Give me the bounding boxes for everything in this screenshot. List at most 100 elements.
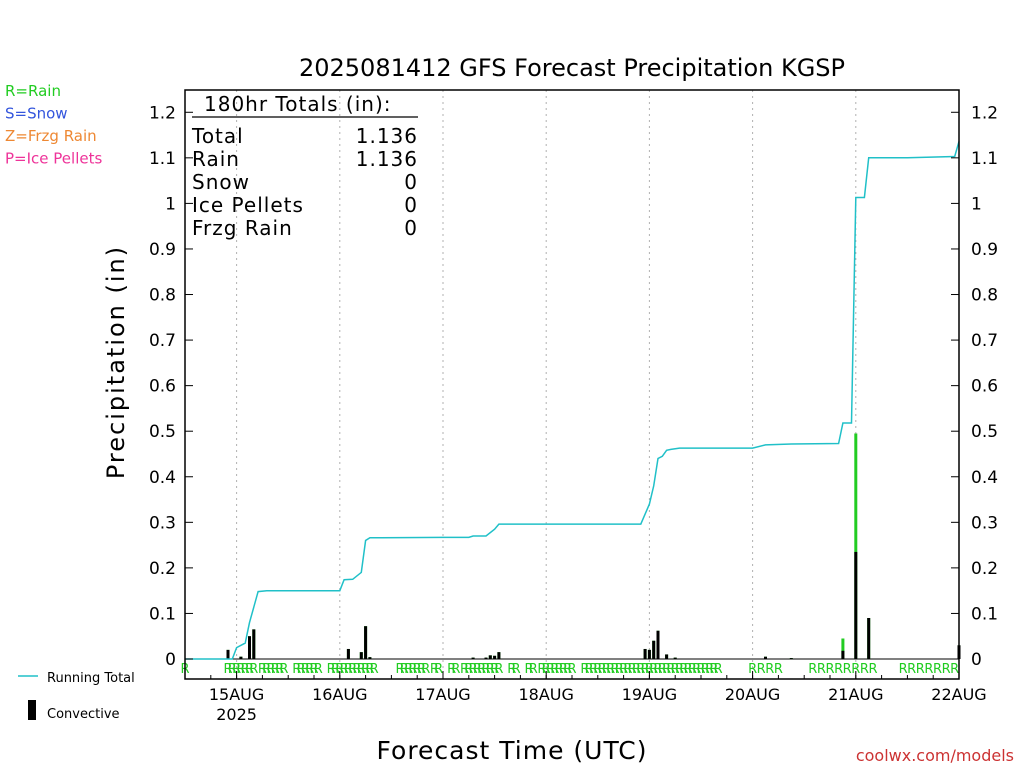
precip-type-marker: R bbox=[662, 662, 671, 677]
y-tick-label: 1 bbox=[165, 194, 176, 214]
y-tick-label: 0.3 bbox=[149, 513, 176, 533]
y-tick-label: 0.5 bbox=[149, 422, 176, 442]
precip-type-marker: R bbox=[241, 662, 250, 677]
y-axis-left: 0 0.1 0.2 0.3 0.4 0.5 0.6 0.7 0.8 0.9 1 1.1 1.2 bbox=[149, 103, 193, 670]
precip-type-marker: R bbox=[357, 662, 366, 677]
precip-type-marker: R bbox=[408, 662, 417, 677]
precip-type-marker: R bbox=[649, 662, 658, 677]
y-tick-label: 0.1 bbox=[149, 604, 176, 624]
precip-type-marker: R bbox=[688, 662, 697, 677]
convective-bar bbox=[359, 652, 363, 659]
precip-type-marker: R bbox=[950, 662, 959, 677]
precip-type-marker: R bbox=[490, 662, 499, 677]
precip-type-marker: R bbox=[395, 662, 404, 677]
precip-type-marker: R bbox=[271, 662, 280, 677]
precip-type-marker: R bbox=[567, 662, 576, 677]
precip-type-marker: R bbox=[477, 662, 486, 677]
precip-type-marker: R bbox=[400, 662, 409, 677]
precip-type-marker: R bbox=[494, 662, 503, 677]
precip-type-legend-item: Z=Frzg Rain bbox=[5, 127, 97, 145]
precip-type-marker: R bbox=[305, 662, 314, 677]
convective-bar bbox=[488, 655, 492, 659]
y-tick-label-right: 0.5 bbox=[971, 422, 998, 442]
x-tick-year: 2025 bbox=[216, 705, 257, 724]
y-tick-label-right: 0.1 bbox=[971, 604, 998, 624]
precip-type-marker: R bbox=[598, 662, 607, 677]
precip-type-marker: R bbox=[314, 662, 323, 677]
convective-bar bbox=[841, 650, 845, 659]
precip-type-marker: R bbox=[249, 662, 258, 677]
precip-type-marker: R bbox=[701, 662, 710, 677]
precip-type-marker: R bbox=[933, 662, 942, 677]
y-tick-label-right: 0 bbox=[971, 650, 982, 670]
y-tick-label-right: 0.3 bbox=[971, 513, 998, 533]
precip-type-marker: R bbox=[524, 662, 533, 677]
precip-type-marker: R bbox=[417, 662, 426, 677]
precip-type-marker: R bbox=[266, 662, 275, 677]
convective-bar bbox=[484, 657, 488, 659]
precip-type-marker: R bbox=[671, 662, 680, 677]
precip-type-marker: R bbox=[404, 662, 413, 677]
precip-type-marker: R bbox=[942, 662, 951, 677]
y-tick-label-right: 0.6 bbox=[971, 377, 998, 397]
y-axis-right: 0 0.1 0.2 0.3 0.4 0.5 0.6 0.7 0.8 0.9 1 1.1 1.2 bbox=[951, 103, 998, 670]
precip-type-legend: R=Rain S=Snow Z=Frzg Rain P=Ice Pellets bbox=[5, 82, 102, 168]
precip-type-marker: R bbox=[512, 662, 521, 677]
y-tick-label-right: 0.9 bbox=[971, 240, 998, 260]
precip-type-marker: R bbox=[434, 662, 443, 677]
precip-type-marker: R bbox=[275, 662, 284, 677]
precip-type-marker: R bbox=[464, 662, 473, 677]
precip-type-marker: R bbox=[860, 662, 869, 677]
precip-type-marker: R bbox=[481, 662, 490, 677]
precip-type-marker: R bbox=[589, 662, 598, 677]
y-tick-label: 1.1 bbox=[149, 149, 176, 169]
y-tick-label: 0.6 bbox=[149, 377, 176, 397]
precip-type-marker: R bbox=[907, 662, 916, 677]
precip-type-marker: R bbox=[636, 662, 645, 677]
precip-type-marker: R bbox=[585, 662, 594, 677]
precip-type-marker: R bbox=[486, 662, 495, 677]
precip-type-marker: R bbox=[232, 662, 241, 677]
y-tick-label-right: 0.7 bbox=[971, 331, 998, 351]
grid bbox=[185, 90, 959, 679]
precip-type-legend-item: P=Ice Pellets bbox=[5, 150, 102, 168]
precip-type-marker: R bbox=[899, 662, 908, 677]
precip-type-marker: R bbox=[421, 662, 430, 677]
precip-type-marker: R bbox=[593, 662, 602, 677]
precip-type-marker: R bbox=[370, 662, 379, 677]
precip-type-marker: R bbox=[301, 662, 310, 677]
precip-type-marker: R bbox=[709, 662, 718, 677]
y-tick-label: 0.8 bbox=[149, 286, 176, 306]
totals-row-label: Total bbox=[191, 124, 244, 148]
precip-type-marker: R bbox=[245, 662, 254, 677]
running-total-line bbox=[185, 141, 960, 660]
precip-type-marker: R bbox=[615, 662, 624, 677]
precip-type-marker: R bbox=[684, 662, 693, 677]
precip-type-marker: R bbox=[774, 662, 783, 677]
precip-type-marker: R bbox=[542, 662, 551, 677]
precip-type-marker: R bbox=[714, 662, 723, 677]
precip-type-legend-item: R=Rain bbox=[5, 82, 61, 100]
convective-bar bbox=[364, 626, 368, 659]
precip-type-marker: R bbox=[279, 662, 288, 677]
precip-type-marker: R bbox=[563, 662, 572, 677]
y-tick-label-right: 0.2 bbox=[971, 559, 998, 579]
legend-bar-swatch bbox=[28, 700, 36, 720]
x-tick-label: 22AUG bbox=[931, 685, 986, 704]
convective-bar bbox=[647, 649, 651, 659]
convective-bar bbox=[673, 657, 677, 659]
precip-type-marker: R bbox=[817, 662, 826, 677]
running-total-series bbox=[185, 141, 960, 660]
precip-type-marker: R bbox=[632, 662, 641, 677]
totals-row-label: Rain bbox=[192, 147, 240, 171]
precip-type-marker: R bbox=[580, 662, 589, 677]
precip-type-marker: R bbox=[292, 662, 301, 677]
convective-bar bbox=[656, 630, 660, 659]
totals-row-value: 1.136 bbox=[356, 124, 418, 148]
convective-bar bbox=[471, 657, 475, 659]
x-tick-label: 21AUG bbox=[828, 685, 883, 704]
precip-type-marker: R bbox=[825, 662, 834, 677]
precip-type-marker: R bbox=[679, 662, 688, 677]
